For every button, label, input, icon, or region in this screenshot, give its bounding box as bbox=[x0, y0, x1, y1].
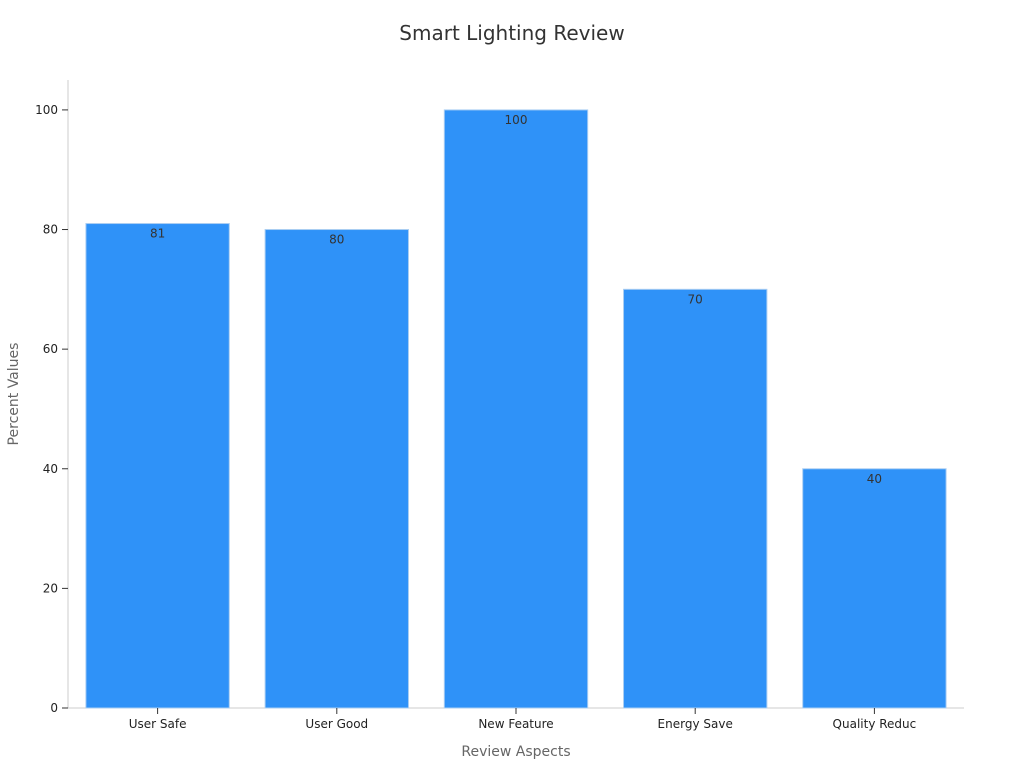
bar bbox=[264, 229, 409, 709]
bars-group: 81 80 100 70 40 bbox=[85, 109, 947, 709]
bar-value-label: 81 bbox=[150, 227, 165, 241]
y-tick-label: 20 bbox=[43, 581, 58, 595]
x-tick-label: User Good bbox=[305, 717, 368, 731]
y-axis-ticks: 0 20 40 60 80 100 bbox=[35, 103, 68, 715]
bar bbox=[623, 288, 768, 709]
chart-title: Smart Lighting Review bbox=[399, 21, 624, 45]
x-tick-label: New Feature bbox=[478, 717, 553, 731]
bar-value-label: 80 bbox=[329, 233, 344, 247]
x-axis-title: Review Aspects bbox=[461, 744, 570, 760]
bar-value-label: 40 bbox=[867, 472, 882, 486]
y-tick-label: 100 bbox=[35, 103, 58, 117]
y-tick-label: 60 bbox=[43, 342, 58, 356]
y-tick-label: 80 bbox=[43, 223, 58, 237]
x-axis-ticks: User Safe User Good New Feature Energy Save… bbox=[129, 708, 917, 731]
x-tick-label: User Safe bbox=[129, 717, 187, 731]
y-axis-title: Percent Values bbox=[6, 343, 22, 446]
bar bbox=[802, 468, 947, 709]
bar-value-label: 100 bbox=[505, 113, 528, 127]
x-tick-label: Quality Reduc bbox=[833, 717, 917, 731]
x-tick-label: Energy Save bbox=[658, 717, 733, 731]
y-tick-label: 40 bbox=[43, 462, 58, 476]
bar-value-label: 70 bbox=[688, 292, 703, 306]
bar bbox=[85, 223, 230, 709]
bar bbox=[443, 109, 589, 709]
y-tick-label: 0 bbox=[50, 701, 58, 715]
